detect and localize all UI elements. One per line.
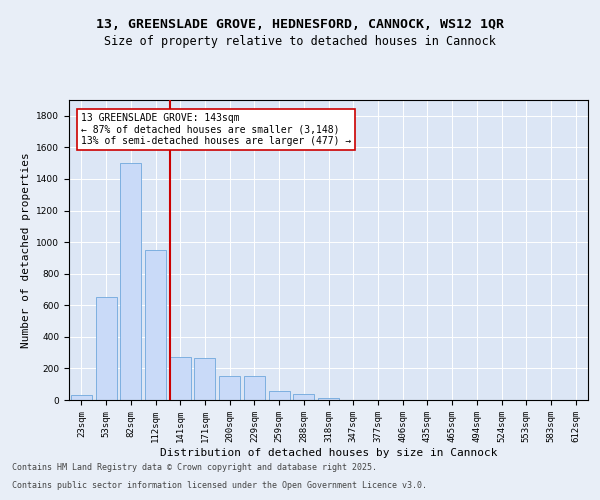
Text: 13 GREENSLADE GROVE: 143sqm
← 87% of detached houses are smaller (3,148)
13% of : 13 GREENSLADE GROVE: 143sqm ← 87% of det… — [82, 112, 352, 146]
Text: Contains HM Land Registry data © Crown copyright and database right 2025.: Contains HM Land Registry data © Crown c… — [12, 464, 377, 472]
Bar — [120, 163, 141, 400]
Bar — [293, 394, 314, 400]
Bar — [244, 376, 265, 400]
Bar — [71, 396, 92, 400]
Bar — [269, 390, 290, 400]
Text: 13, GREENSLADE GROVE, HEDNESFORD, CANNOCK, WS12 1QR: 13, GREENSLADE GROVE, HEDNESFORD, CANNOC… — [96, 18, 504, 30]
Y-axis label: Number of detached properties: Number of detached properties — [21, 152, 31, 348]
Text: Size of property relative to detached houses in Cannock: Size of property relative to detached ho… — [104, 35, 496, 48]
Bar — [145, 250, 166, 400]
Bar — [95, 298, 116, 400]
Text: Contains public sector information licensed under the Open Government Licence v3: Contains public sector information licen… — [12, 481, 427, 490]
Bar — [194, 358, 215, 400]
Bar — [219, 376, 240, 400]
Bar — [170, 358, 191, 400]
Bar — [318, 398, 339, 400]
X-axis label: Distribution of detached houses by size in Cannock: Distribution of detached houses by size … — [160, 448, 497, 458]
